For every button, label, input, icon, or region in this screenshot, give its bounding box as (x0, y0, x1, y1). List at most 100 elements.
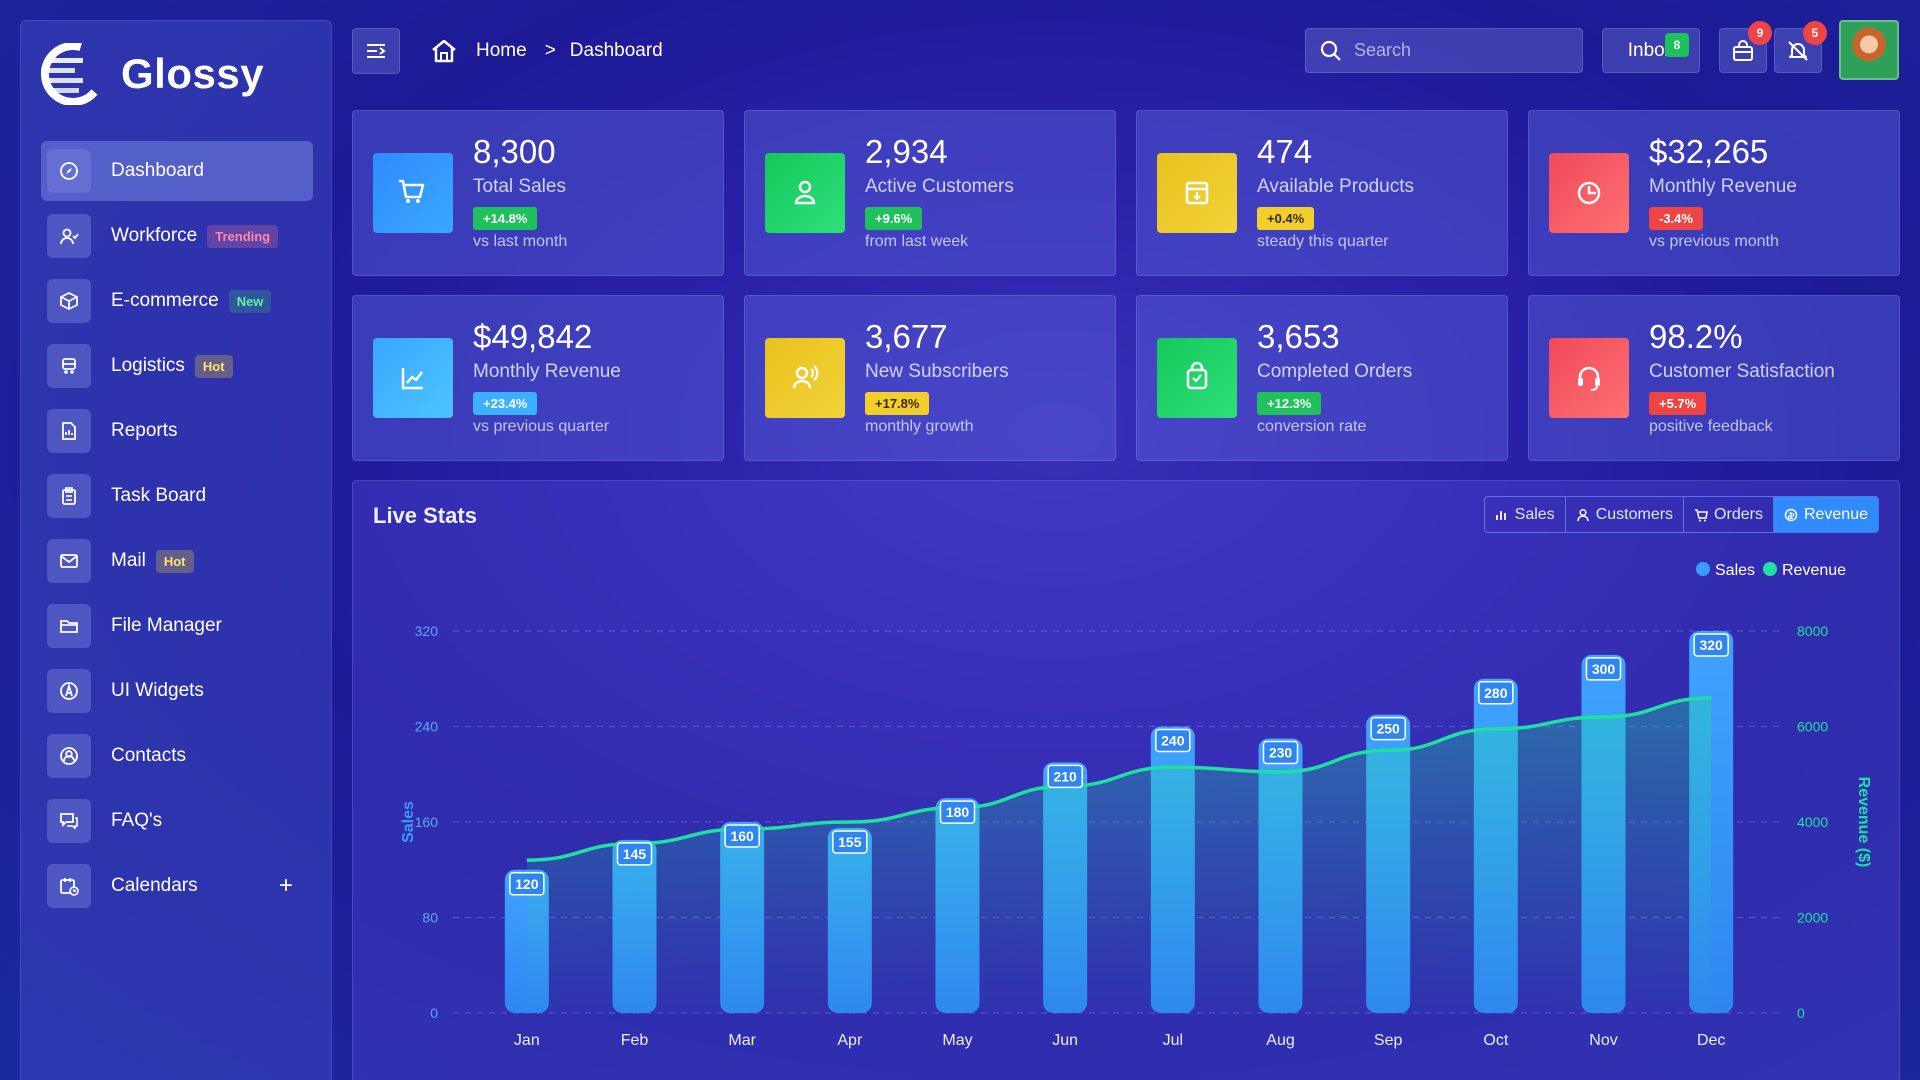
bar-label-box (1047, 764, 1083, 789)
stat-card[interactable]: 3,677 New Subscribers +17.8% monthly growth (744, 295, 1116, 461)
notifications-button[interactable]: 5 (1774, 21, 1827, 73)
stat-value: $49,842 (473, 318, 593, 355)
sidebar-item-ui-widgets[interactable]: UI Widgets (41, 661, 313, 721)
avatar[interactable] (1839, 20, 1899, 80)
y-axis-title: Sales (400, 801, 417, 843)
bar-value-label: 300 (1592, 661, 1616, 677)
bar-label-box (1693, 633, 1729, 657)
cart-button[interactable]: 9 (1719, 21, 1772, 73)
stat-change-badge: +5.7% (1649, 392, 1707, 415)
bar-value-label: 120 (515, 876, 539, 892)
bar-label-box (1262, 740, 1299, 765)
revenue-area (526, 697, 1712, 1013)
bar-value-label: 250 (1376, 721, 1400, 737)
inbox-button[interactable]: Inbox 8 (1602, 28, 1700, 73)
sidebar-item-task-board[interactable]: Task Board (41, 466, 313, 526)
y2-tick-label: 4000 (1797, 814, 1828, 830)
y2-tick-label: 6000 (1797, 719, 1828, 735)
search-icon (1320, 40, 1341, 61)
brand[interactable]: Glossy (41, 42, 265, 106)
calendar-icon (47, 864, 91, 908)
tab-label: Customers (1595, 505, 1674, 523)
cart-count-badge: 9 (1748, 21, 1772, 45)
sidebar-item-label: Workforce (111, 225, 198, 246)
stat-change-badge: +0.4% (1257, 207, 1315, 230)
sidebar-item-label: Task Board (111, 485, 207, 506)
sidebar-item-contacts[interactable]: Contacts (41, 726, 313, 786)
bar-value-label: 155 (838, 834, 862, 850)
widget-icon (47, 669, 91, 713)
bar-value-label: 230 (1269, 744, 1293, 760)
stat-label: Customer Satisfaction (1649, 361, 1835, 382)
sidebar-item-reports[interactable]: Reports (41, 401, 313, 461)
bell-off-icon (1788, 40, 1808, 61)
stat-label: Monthly Revenue (473, 361, 621, 382)
sidebar-item-calendars[interactable]: Calendars + (41, 856, 313, 916)
stat-label: Completed Orders (1257, 361, 1413, 382)
bar-label-box (1155, 728, 1191, 753)
search-box[interactable] (1305, 28, 1583, 73)
stat-card[interactable]: 3,653 Completed Orders +12.3% conversion ra… (1136, 295, 1508, 461)
sidebar-item-label: Mail (111, 550, 146, 571)
stat-change-badge: +9.6% (865, 207, 923, 230)
sidebar-item-dashboard[interactable]: Dashboard (41, 141, 313, 201)
menu-toggle-button[interactable] (352, 28, 400, 74)
sidebar-item-mail[interactable]: Mail Hot (41, 531, 313, 591)
broadcast-user-icon (765, 338, 845, 418)
stat-card[interactable]: 8,300 Total Sales +14.8% vs last month (352, 110, 724, 276)
sidebar-item-e-commerce[interactable]: E-commerce New (41, 271, 313, 331)
cart-icon (1694, 508, 1714, 522)
sidebar-item-faq-s[interactable]: FAQ's (41, 791, 313, 851)
stat-value: $32,265 (1649, 133, 1769, 170)
stat-card[interactable]: 98.2% Customer Satisfaction +5.7% positive … (1528, 295, 1900, 461)
stat-card[interactable]: 2,934 Active Customers +9.6% from last week (744, 110, 1116, 276)
bar-value-label: 240 (1161, 733, 1185, 749)
stat-note: positive feedback (1649, 418, 1773, 435)
stat-card[interactable]: 474 Available Products +0.4% steady this qu… (1136, 110, 1508, 276)
pie-chart-icon (1549, 153, 1629, 233)
tab-sales[interactable]: Sales (1485, 497, 1566, 532)
panel-title: Live Stats (373, 503, 477, 528)
tab-customers[interactable]: Customers (1566, 497, 1685, 532)
stat-value: 8,300 (473, 133, 556, 170)
stat-note: vs previous quarter (473, 418, 610, 435)
tab-orders[interactable]: Orders (1684, 497, 1774, 532)
brand-name: Glossy (121, 50, 265, 97)
bar-chart-icon (1495, 508, 1515, 522)
stat-change-badge: +23.4% (473, 392, 538, 415)
bar-value-label: 145 (623, 846, 647, 862)
stat-note: vs previous month (1649, 233, 1779, 250)
chat-icon (47, 799, 91, 843)
user-icon (765, 153, 845, 233)
box-icon (47, 279, 91, 323)
legend-revenue-marker (1763, 562, 1777, 576)
legend-sales-label: Sales (1715, 562, 1755, 579)
stat-value: 3,653 (1257, 318, 1340, 355)
truck-icon (47, 344, 91, 388)
sidebar-item-file-manager[interactable]: File Manager (41, 596, 313, 656)
sidebar-item-logistics[interactable]: Logistics Hot (41, 336, 313, 396)
breadcrumb-home[interactable]: Home (476, 40, 527, 61)
stat-change-badge: +17.8% (865, 392, 930, 415)
cart-icon (373, 153, 453, 233)
live-stats-chart: 0 80 160 240 320 0 2000 4000 6000 8000 Sales Revenu… (400, 562, 1872, 1049)
add-calendar-icon[interactable]: + (278, 872, 293, 899)
sidebar-nav: Dashboard Workforce Trending E-commerce New L… (41, 141, 313, 921)
bar-label-box (616, 842, 653, 866)
y2-tick-label: 2000 (1797, 910, 1828, 926)
bar-value-label: 320 (1699, 637, 1723, 653)
clipboard-icon (47, 474, 91, 518)
home-icon[interactable] (430, 38, 458, 64)
x-tick-label: May (942, 1032, 972, 1049)
stat-value: 2,934 (865, 133, 948, 170)
y-tick-label: 160 (415, 814, 439, 830)
search-input[interactable] (1354, 40, 1574, 61)
x-tick-label: Dec (1697, 1032, 1725, 1049)
bar-value-label: 280 (1484, 685, 1508, 701)
sidebar-item-workforce[interactable]: Workforce Trending (41, 206, 313, 266)
tab-revenue[interactable]: Revenue (1773, 497, 1878, 532)
stat-card[interactable]: $49,842 Monthly Revenue +23.4% vs previous … (352, 295, 724, 461)
sidebar-badge: Hot (155, 549, 194, 573)
stat-card[interactable]: $32,265 Monthly Revenue -3.4% vs previous m… (1528, 110, 1900, 276)
inbox-label: Inbox (1627, 39, 1675, 61)
